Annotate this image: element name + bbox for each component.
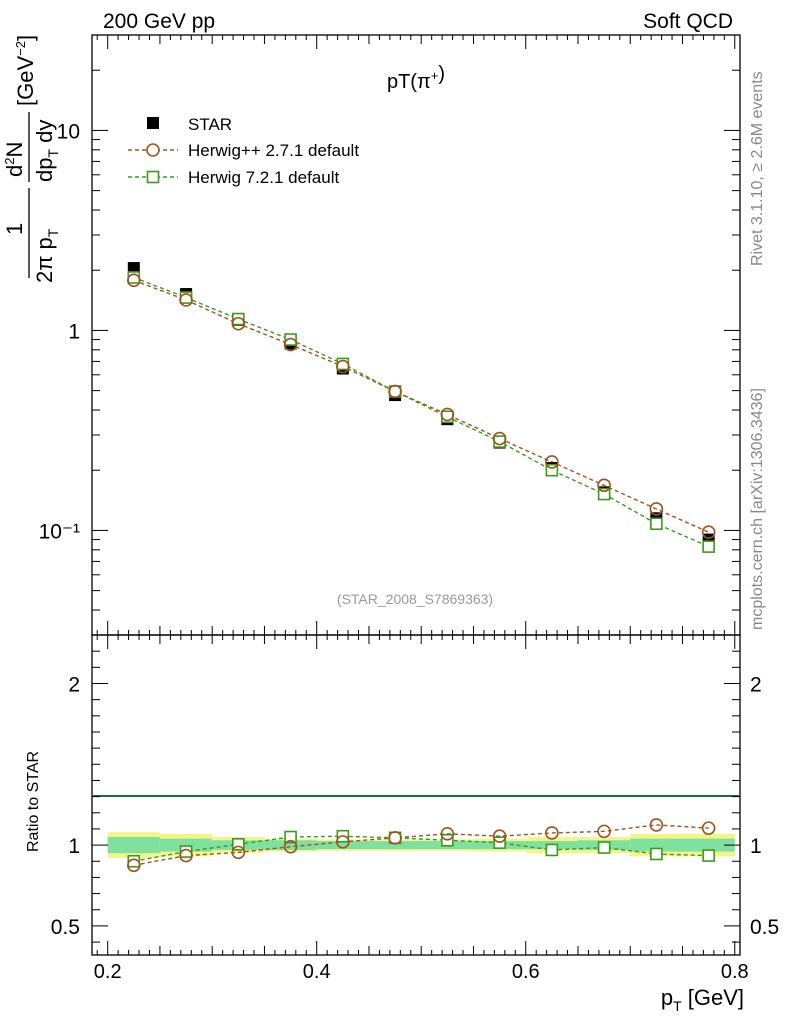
legend-label-herwig7: Herwig 7.2.1 default bbox=[188, 168, 339, 187]
ratio-point-herwig-pp bbox=[440, 826, 455, 841]
ratio-y-tick-label: 2 bbox=[750, 673, 762, 696]
data-point-herwig7 bbox=[493, 435, 506, 448]
x-tick-label: 0.2 bbox=[94, 961, 122, 983]
ratio-band-inner bbox=[368, 841, 422, 850]
side-text-top: Rivet 3.1.10, ≥ 2.6M events bbox=[749, 71, 766, 266]
data-point-herwig7 bbox=[702, 540, 715, 553]
ratio-band-inner bbox=[107, 837, 160, 854]
ratio-point-herwig-pp bbox=[649, 818, 664, 832]
y-title-2pi-pt: 2π pT bbox=[32, 228, 61, 283]
series-line-herwig7 bbox=[133, 276, 709, 548]
data-point-herwig-pp bbox=[283, 337, 298, 352]
data-point-herwig-pp bbox=[127, 273, 141, 288]
legend-marker-herwig-pp bbox=[146, 143, 160, 157]
y-title-one: 1 bbox=[2, 223, 27, 235]
ratio-point-herwig7 bbox=[232, 837, 245, 851]
ratio-band-inner bbox=[630, 838, 683, 852]
legend-marker-star bbox=[147, 117, 159, 129]
ratio-point-herwig7 bbox=[127, 854, 141, 868]
ratio-y-tick-label: 2 bbox=[68, 673, 80, 696]
ratio-band-inner bbox=[316, 841, 369, 850]
ratio-point-herwig7 bbox=[545, 843, 559, 857]
ratio-y-tick-label: 1 bbox=[68, 835, 80, 858]
data-point-herwig7 bbox=[597, 487, 611, 501]
ratio-line-herwig-pp bbox=[133, 824, 709, 866]
y-title-units: [GeV−2] bbox=[13, 35, 38, 106]
data-point-herwig7 bbox=[232, 312, 245, 326]
legend-marker-herwig7 bbox=[146, 170, 160, 184]
ratio-point-herwig-pp bbox=[127, 858, 141, 873]
x-tick-label: 0.6 bbox=[512, 961, 540, 983]
ratio-point-herwig-pp bbox=[545, 826, 559, 840]
legend: STAR Herwig++ 2.7.1 default Herwig 7.2.1… bbox=[128, 115, 359, 187]
x-tick-label: 0.8 bbox=[721, 961, 749, 983]
ratio-band-inner bbox=[264, 840, 317, 850]
header-left: 200 GeV pp bbox=[103, 10, 215, 33]
ratio-point-herwig7 bbox=[702, 849, 715, 862]
y-tick-label: 10⁻¹ bbox=[39, 520, 80, 543]
y-title-d2n: d2N bbox=[2, 142, 27, 177]
data-point-herwig7 bbox=[284, 333, 297, 346]
ratio-point-herwig7 bbox=[597, 841, 611, 854]
ratio-point-herwig-pp bbox=[283, 839, 298, 854]
ratio-point-herwig-pp bbox=[231, 845, 246, 860]
ratio-point-herwig-pp bbox=[336, 835, 350, 849]
y-title-dpt-dy: dpT dy bbox=[32, 120, 61, 182]
legend-label-star: STAR bbox=[188, 115, 232, 134]
data-point-herwig-pp bbox=[388, 384, 402, 399]
ratio-band-inner bbox=[682, 838, 735, 852]
x-axis-title: pT [GeV] bbox=[661, 985, 744, 1014]
y-tick-label: 1 bbox=[68, 320, 80, 343]
legend-label-herwig-pp: Herwig++ 2.7.1 default bbox=[188, 141, 359, 160]
ratio-line-herwig7 bbox=[133, 835, 709, 862]
ratio-point-herwig7 bbox=[650, 847, 663, 861]
data-point-herwig-pp bbox=[231, 316, 246, 331]
data-point-herwig-pp bbox=[649, 502, 664, 516]
ratio-band-inner bbox=[159, 838, 213, 852]
x-tick-label: 0.4 bbox=[303, 961, 331, 983]
ratio-point-herwig7 bbox=[284, 830, 297, 844]
data-point-herwig-pp bbox=[701, 525, 716, 539]
data-point-herwig-pp bbox=[492, 431, 507, 446]
header-right: Soft QCD bbox=[643, 10, 733, 33]
data-point-herwig7 bbox=[545, 463, 559, 477]
ratio-y-tick-label: 0.5 bbox=[750, 916, 779, 939]
chart-title: pT(π+) bbox=[387, 63, 445, 93]
data-point-herwig-pp bbox=[545, 455, 559, 469]
y-axis-title-main: 1 2π pT d2N dpT dy [GeV−2] bbox=[2, 35, 61, 283]
series-line-herwig-pp bbox=[133, 279, 709, 533]
ratio-point-herwig-pp bbox=[701, 821, 716, 835]
ratio-point-herwig7 bbox=[179, 845, 193, 858]
y-axis-title-ratio: Ratio to STAR bbox=[25, 751, 42, 852]
ratio-point-herwig-pp bbox=[597, 824, 611, 839]
data-point-herwig-pp bbox=[597, 478, 611, 493]
data-point-herwig-pp bbox=[179, 293, 193, 307]
ratio-point-herwig-pp bbox=[388, 831, 402, 845]
ratio-y-tick-label: 0.5 bbox=[51, 916, 80, 939]
side-text-bottom: mcplots.cern.ch [arXiv:1306.3436] bbox=[749, 388, 766, 630]
data-point-star bbox=[127, 262, 140, 275]
data-point-herwig-pp bbox=[440, 407, 455, 422]
ratio-point-herwig-pp bbox=[179, 848, 193, 863]
y-tick-label: 10 bbox=[57, 120, 80, 143]
ratio-point-herwig-pp bbox=[492, 829, 507, 844]
watermark-analysis-id: (STAR_2008_S7869363) bbox=[337, 591, 493, 607]
data-point-herwig-pp bbox=[336, 359, 350, 374]
ratio-y-tick-label: 1 bbox=[750, 835, 762, 858]
data-point-herwig7 bbox=[650, 517, 663, 531]
